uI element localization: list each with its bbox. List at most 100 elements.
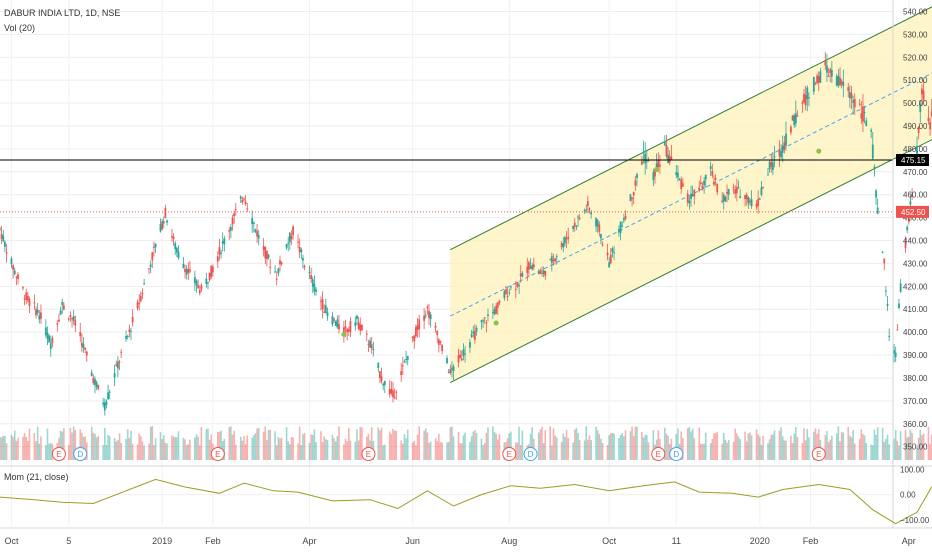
volume-bar [177, 431, 180, 460]
chart-legend: DABUR INDIA LTD, 1D, NSE Vol (20) [4, 6, 120, 36]
candle-body [531, 265, 534, 270]
volume-bar [930, 434, 932, 460]
candle-body [677, 172, 679, 178]
dividend-marker [669, 447, 684, 461]
volume-bar [302, 434, 304, 460]
candle-body [423, 315, 426, 321]
candle-body [613, 252, 615, 254]
candle-body [678, 178, 681, 180]
candle-body [883, 258, 886, 264]
volume-bar [228, 426, 231, 460]
volume-bar [300, 445, 303, 460]
volume-bar [162, 435, 165, 460]
event-marker-label: E [215, 450, 220, 459]
volume-bar [81, 432, 83, 460]
volume-bar [415, 445, 417, 460]
volume-bar [881, 427, 884, 460]
candle-body [865, 120, 868, 126]
volume-bar [652, 430, 655, 460]
y-tick-label: 370.00 [903, 397, 928, 406]
volume-bar [379, 430, 381, 460]
volume-bar [572, 442, 574, 460]
volume-bar [873, 429, 876, 460]
y-tick-label: 520.00 [903, 53, 928, 62]
volume-bar [508, 433, 511, 460]
volume-bar [682, 437, 684, 460]
candle-body [863, 112, 866, 114]
volume-bar [347, 427, 350, 460]
candle-body [125, 336, 127, 339]
volume-bar [470, 436, 473, 460]
volume-bar [164, 442, 167, 460]
volume-bar [223, 438, 226, 460]
candle-body [197, 285, 200, 289]
candle-body [875, 190, 877, 198]
candle-body [74, 320, 77, 326]
x-tick-label: 2019 [152, 536, 172, 546]
candle-body [136, 301, 139, 309]
channel-lower-line [450, 139, 932, 383]
volume-bar [274, 431, 276, 460]
candle-body [251, 218, 254, 225]
candle-body [460, 358, 463, 361]
candle-body [506, 296, 509, 298]
volume-bar [90, 426, 93, 460]
volume-bar [449, 427, 452, 460]
candle-body [449, 369, 452, 374]
candle-body [894, 352, 897, 357]
volume-bars [0, 426, 932, 460]
candle-body [269, 266, 272, 268]
candle-body [40, 312, 42, 319]
candle-body [58, 319, 60, 322]
candle-body [796, 115, 799, 117]
candle-body [90, 372, 93, 377]
y-tick-label: 450.00 [903, 214, 928, 223]
candle-body [108, 391, 111, 393]
volume-bar [906, 437, 908, 460]
candle-body [118, 361, 121, 363]
y-tick-label: 420.00 [903, 282, 928, 291]
candle-body [760, 187, 763, 196]
candle-body [791, 115, 794, 121]
candle-body [493, 309, 496, 315]
dividend-marker [73, 447, 88, 461]
volume-bar [459, 443, 461, 460]
candle-body [922, 90, 925, 100]
volume-bar [33, 433, 36, 460]
volume-bar [256, 428, 258, 460]
candle-body [830, 70, 833, 77]
volume-bar [835, 433, 838, 460]
candle-body [852, 100, 855, 103]
candle-body [67, 318, 70, 320]
volume-bar [208, 439, 211, 460]
candle-body [721, 200, 724, 203]
candle-body [590, 212, 593, 215]
volume-bar [243, 435, 245, 460]
volume-bar [22, 436, 24, 460]
candle-body [727, 189, 730, 195]
candle-body [680, 179, 683, 189]
volume-bar [269, 429, 271, 460]
candle-body [274, 271, 276, 273]
volume-bar [197, 436, 199, 460]
volume-bar [15, 440, 18, 460]
candle-body [164, 207, 167, 218]
candle-body [23, 298, 26, 300]
candle-body [392, 390, 394, 398]
volume-bar [462, 435, 465, 460]
candle-body [418, 319, 421, 330]
volume-bar [860, 429, 863, 460]
volume-bar [297, 443, 299, 460]
volume-bar [200, 427, 203, 460]
volume-bar [0, 437, 3, 460]
volume-bar [703, 443, 705, 460]
candle-body [459, 354, 462, 358]
candle-body [739, 196, 742, 199]
candle-body [564, 237, 566, 244]
volume-bar [436, 440, 439, 460]
candle-body [794, 113, 797, 124]
candle-body [824, 60, 827, 66]
candle-body [367, 343, 370, 345]
volume-bar [131, 443, 134, 460]
